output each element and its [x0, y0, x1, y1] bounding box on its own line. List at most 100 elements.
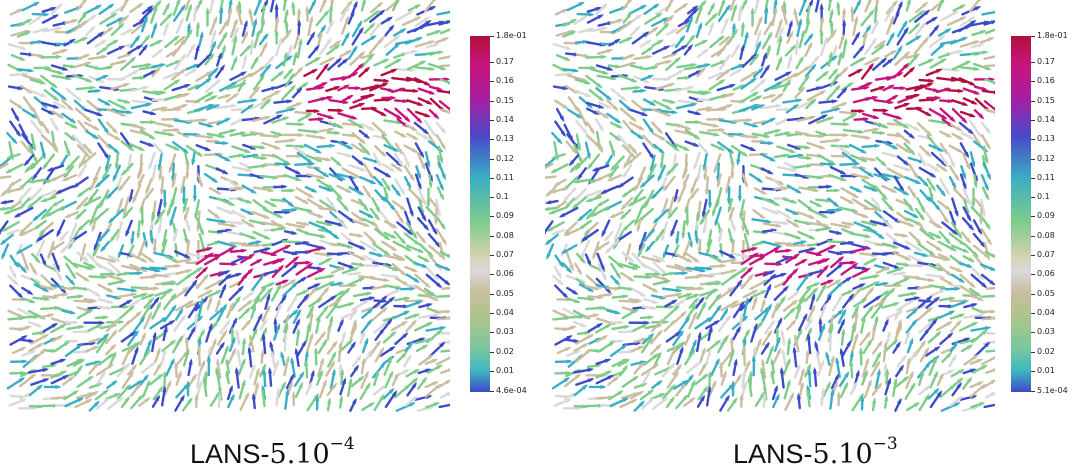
vector-arrowhead	[370, 179, 377, 185]
vector-arrowhead	[873, 127, 881, 132]
vector-arrowhead	[0, 227, 8, 232]
vector-arrow	[981, 89, 995, 94]
vector-arrow	[439, 78, 450, 85]
vector-arrowhead	[261, 3, 266, 11]
vector-arrowhead	[573, 195, 580, 202]
vector-arrowhead	[247, 346, 252, 353]
vector-arrowhead	[310, 369, 315, 377]
vector-arrowhead	[292, 294, 298, 301]
vector-arrowhead	[382, 58, 390, 64]
vector-arrowhead	[773, 246, 781, 252]
vector-arrow	[545, 175, 557, 179]
vector-arrowhead	[445, 379, 450, 385]
vector-arrowhead	[926, 130, 933, 137]
vector-arrowhead	[337, 281, 345, 286]
vector-arrowhead	[295, 170, 302, 175]
vector-arrowhead	[430, 291, 437, 298]
vector-arrowhead	[548, 189, 556, 194]
vector-arrowhead	[709, 21, 714, 29]
vector-arrowhead	[880, 40, 887, 46]
vector-arrowhead	[190, 325, 196, 333]
vector-arrowhead	[764, 133, 771, 139]
vector-arrowhead	[585, 197, 592, 202]
vector-arrowhead	[923, 181, 930, 188]
vector-arrowhead	[402, 332, 409, 339]
vector-arrow	[968, 0, 981, 13]
vector-arrowhead	[344, 15, 350, 22]
vector-arrowhead	[439, 194, 445, 201]
vector-arrowhead	[26, 148, 33, 155]
vector-arrowhead	[990, 266, 995, 271]
vector-arrowhead	[338, 266, 346, 272]
vector-arrowhead	[778, 180, 785, 185]
vector-arrowhead	[435, 383, 442, 390]
vector-arrowhead	[181, 104, 189, 109]
vector-arrowhead	[448, 368, 450, 373]
vector-arrowhead	[888, 205, 895, 212]
vector-arrowhead	[98, 31, 105, 37]
vector-arrowhead	[690, 102, 698, 107]
vector-arrowhead	[164, 21, 169, 29]
vector-arrowhead	[984, 184, 989, 192]
vector-arrowhead	[263, 214, 271, 219]
vector-arrowhead	[740, 21, 745, 28]
vector-arrowhead	[905, 167, 912, 172]
vector-arrowhead	[48, 286, 56, 291]
vector-arrowhead	[985, 128, 992, 135]
vector-arrowhead	[51, 83, 58, 89]
vector-arrowhead	[971, 201, 976, 209]
vector-arrowhead	[407, 10, 414, 16]
vector-arrowhead	[197, 0, 203, 5]
vector-arrowhead	[323, 286, 330, 293]
vector-arrowhead	[585, 214, 592, 221]
vector-arrowhead	[373, 9, 381, 16]
vector-arrowhead	[319, 267, 326, 273]
vector-arrowhead	[769, 156, 777, 162]
vector-arrowhead	[681, 233, 686, 240]
vector-arrowhead	[631, 265, 639, 270]
vector-arrowhead	[322, 378, 327, 386]
vector-arrowhead	[904, 256, 912, 261]
vector-arrowhead	[856, 0, 861, 6]
vector-arrowhead	[318, 30, 323, 38]
vector-arrowhead	[619, 214, 626, 221]
vector-arrowhead	[558, 261, 565, 269]
vector-arrowhead	[262, 317, 268, 325]
vector-arrowhead	[417, 248, 425, 253]
vector-arrowhead	[273, 134, 281, 139]
vector-arrowhead	[416, 37, 424, 42]
vector-arrowhead	[424, 16, 431, 22]
vector-arrowhead	[370, 35, 377, 41]
vector-arrowhead	[681, 44, 688, 50]
vector-arrowhead	[149, 361, 157, 367]
vector-arrowhead	[918, 263, 926, 268]
vector-arrowhead	[358, 160, 365, 167]
vector-arrowhead	[897, 267, 905, 272]
vector-arrowhead	[605, 104, 613, 109]
vector-arrowhead	[588, 12, 595, 17]
vector-arrowhead	[117, 276, 125, 281]
vector-arrowhead	[874, 18, 879, 26]
vector-arrowhead	[649, 101, 657, 106]
vector-arrowhead	[887, 223, 894, 230]
vector-arrowhead	[143, 373, 149, 381]
vector-arrowhead	[170, 292, 177, 300]
vector-arrowhead	[254, 381, 259, 389]
vector-arrowhead	[334, 130, 342, 135]
vector-arrowhead	[251, 98, 258, 103]
vector-arrowhead	[240, 78, 247, 86]
vector-arrowhead	[265, 98, 272, 104]
vector-arrowhead	[384, 193, 389, 201]
vector-arrowhead	[576, 216, 584, 222]
vector-arrowhead	[114, 163, 119, 171]
vector-arrowhead	[598, 95, 605, 102]
vector-arrowhead	[81, 19, 89, 26]
vector-arrowhead	[158, 149, 165, 156]
vector-arrowhead	[282, 116, 290, 121]
vector-arrowhead	[628, 54, 636, 59]
vector-arrowhead	[782, 0, 787, 7]
vector-arrowhead	[171, 181, 176, 189]
vector-arrowhead	[206, 70, 213, 76]
vector-arrowhead	[873, 274, 881, 279]
vector-arrowhead	[815, 252, 823, 257]
